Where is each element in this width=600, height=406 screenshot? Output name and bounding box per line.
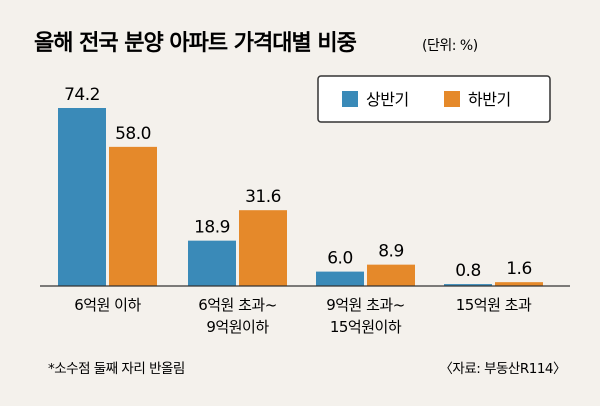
bar-second-half-1 [239, 210, 287, 286]
bar-second-half-2 [367, 264, 415, 286]
footnote: *소수점 둘째 자리 반올림 [48, 361, 185, 377]
bar-first-half-2 [316, 271, 364, 286]
value-label-second-half-0: 58.0 [115, 124, 151, 144]
chart-title: 올해 전국 분양 아파트 가격대별 비중 [34, 31, 357, 56]
value-label-first-half-1: 18.9 [194, 218, 230, 238]
value-label-first-half-0: 74.2 [64, 85, 100, 105]
category-label-1-line-0: 6억원 초과~ [198, 296, 277, 314]
value-label-first-half-3: 0.8 [455, 261, 481, 281]
category-label-0-line-0: 6억원 이하 [74, 296, 141, 314]
bar-second-half-0 [109, 146, 157, 286]
legend-swatch-first-half [342, 91, 358, 107]
plot-area: 74.2 18.9 6.0 0.8 58.0 31.6 8.9 1.6 6억원 이하 6억원 초과… [58, 85, 543, 336]
source-note: 〈자료: 부동산R114〉 [439, 361, 566, 377]
value-label-second-half-3: 1.6 [506, 259, 532, 279]
value-label-second-half-2: 8.9 [378, 242, 404, 262]
unit-note: (단위: %) [422, 38, 478, 54]
legend-swatch-second-half [444, 91, 460, 107]
category-label-3-line-0: 15억원 초과 [456, 296, 532, 314]
legend-box [317, 75, 551, 123]
category-label-2-line-0: 9억원 초과~ [326, 296, 405, 314]
bar-second-half-3 [495, 282, 543, 286]
bar-first-half-1 [188, 240, 236, 286]
bar-first-half-3 [444, 284, 492, 286]
legend-label-first-half: 상반기 [366, 90, 409, 109]
legend-label-second-half: 하반기 [468, 90, 511, 109]
value-label-first-half-2: 6.0 [327, 249, 353, 269]
bar-first-half-0 [58, 108, 106, 286]
legend: 상반기 하반기 [317, 75, 551, 123]
category-label-2-line-1: 15억원이하 [330, 318, 402, 336]
category-label-1-line-1: 9억원이하 [206, 318, 269, 336]
value-label-second-half-1: 31.6 [245, 187, 281, 207]
